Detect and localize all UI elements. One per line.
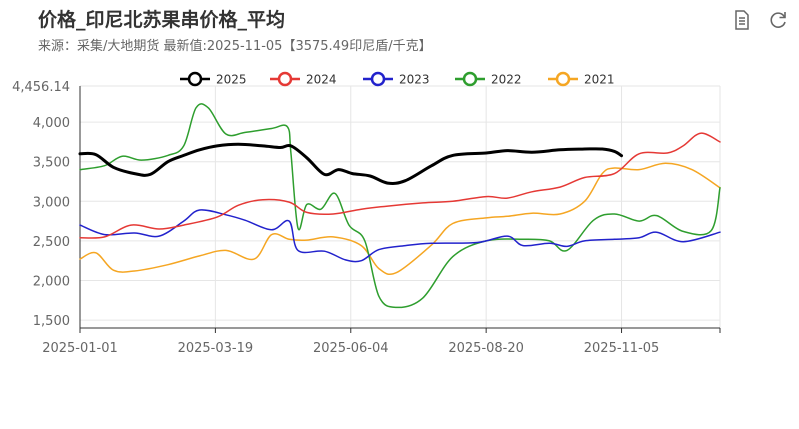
legend-label-2022: 2022: [491, 73, 522, 87]
document-icon[interactable]: [731, 9, 753, 31]
axes: 1,500 2,000 2,500 3,000 3,500 4,000 4,456.14 20…: [12, 80, 721, 356]
legend-label-2025: 2025: [216, 73, 247, 87]
toolbar: [731, 9, 789, 31]
y-tick-label: 3,500: [33, 156, 70, 171]
grid-lines: [79, 85, 721, 328]
legend-label-2024: 2024: [306, 73, 337, 87]
y-tick-label: 3,000: [33, 195, 70, 210]
y-tick-label: 1,500: [33, 314, 70, 329]
series-line-2023: [79, 209, 721, 263]
legend-label-2023: 2023: [399, 73, 430, 87]
legend-marker-2022: [462, 71, 478, 87]
refresh-icon[interactable]: [767, 9, 789, 31]
y-tick-label: 4,000: [33, 116, 70, 131]
legend-marker-2021: [555, 71, 571, 87]
y-tick-label: 2,500: [33, 235, 70, 250]
y-tick-label: 2,000: [33, 274, 70, 289]
legend-marker-2023: [370, 71, 386, 87]
x-tick-label: 2025-08-20: [448, 341, 524, 356]
series-line-2021: [79, 162, 721, 276]
legend-marker-2025: [187, 71, 203, 87]
series-lines: [78, 103, 721, 309]
legend-marker-2024: [277, 71, 293, 87]
legend-label-2021: 2021: [584, 73, 615, 87]
x-tick-label: 2025-06-04: [313, 341, 389, 356]
series-line-2025: [78, 142, 623, 185]
x-tick-label: 2025-11-05: [584, 341, 660, 356]
x-tick-label: 2025-01-01: [42, 341, 118, 356]
series-line-2022: [79, 103, 721, 309]
series-line-2024: [79, 132, 721, 239]
legend: 2025 2024 2023 2022 2021: [180, 71, 615, 87]
chart-title: 价格_印尼北苏果串价格_平均: [38, 9, 286, 31]
chart-subtitle: 来源：采集/大地期货 最新值:2025-11-05【3575.49印尼盾/千克】: [38, 39, 432, 54]
y-tick-label: 4,456.14: [12, 80, 70, 95]
x-tick-label: 2025-03-19: [178, 341, 254, 356]
